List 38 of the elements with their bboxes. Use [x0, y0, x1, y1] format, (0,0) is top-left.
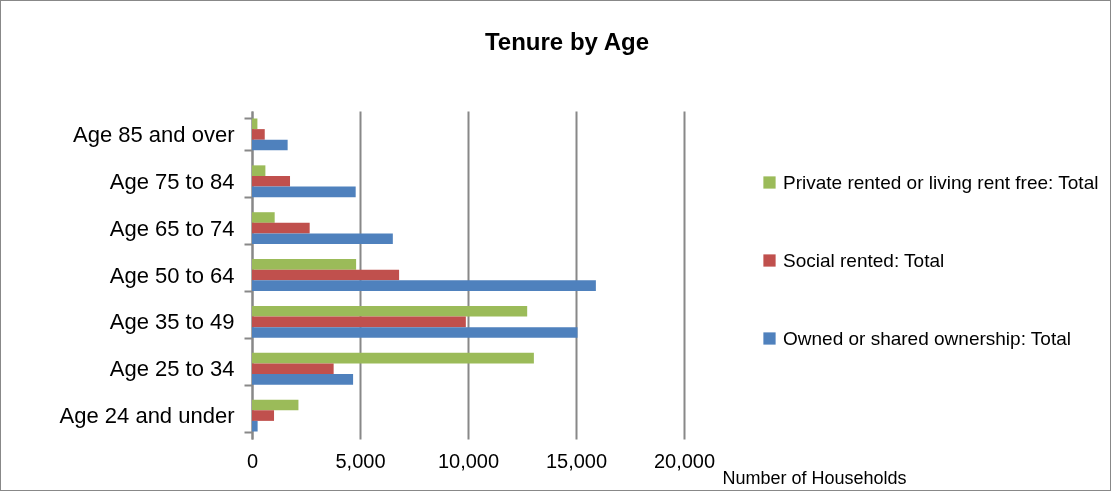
x-tick-label: 5,000 [335, 449, 386, 472]
legend-label: Social rented: Total [783, 249, 945, 271]
x-tick-label: 0 [246, 449, 259, 472]
bar [252, 399, 299, 411]
bar [252, 352, 534, 364]
x-tick-label: 20,000 [653, 449, 716, 472]
bar [252, 316, 466, 328]
x-tick-label: 15,000 [545, 449, 608, 472]
bar [252, 280, 596, 291]
bar [252, 175, 291, 187]
y-tick-label: Age 24 and under [59, 403, 235, 429]
bar [252, 269, 400, 281]
bar [252, 363, 334, 375]
bar [252, 129, 265, 140]
bar [252, 233, 393, 245]
bar [252, 212, 275, 223]
x-axis-title: Number of Households [722, 467, 907, 488]
legend-label: Private rented or living rent free: Total [783, 171, 1099, 193]
bar [252, 139, 288, 151]
y-tick-label: Age 50 to 64 [109, 262, 235, 288]
bar [252, 165, 266, 176]
bar [252, 420, 258, 432]
bar [252, 305, 528, 317]
y-tick-label: Age 75 to 84 [109, 168, 235, 194]
bar [252, 118, 258, 130]
bar [252, 186, 356, 198]
bar [252, 259, 357, 270]
bar [252, 410, 275, 421]
y-tick-label: Age 65 to 74 [109, 215, 235, 241]
bar [252, 327, 578, 338]
bar [252, 374, 354, 385]
y-tick-label: Age 25 to 34 [109, 356, 235, 382]
chart-title: Tenure by Age [484, 28, 650, 55]
y-tick-label: Age 85 and over [73, 121, 235, 147]
y-tick-label: Age 35 to 49 [109, 309, 235, 335]
bar [252, 222, 310, 234]
x-tick-label: 10,000 [437, 449, 500, 472]
legend-label: Owned or shared ownership: Total [783, 327, 1071, 349]
